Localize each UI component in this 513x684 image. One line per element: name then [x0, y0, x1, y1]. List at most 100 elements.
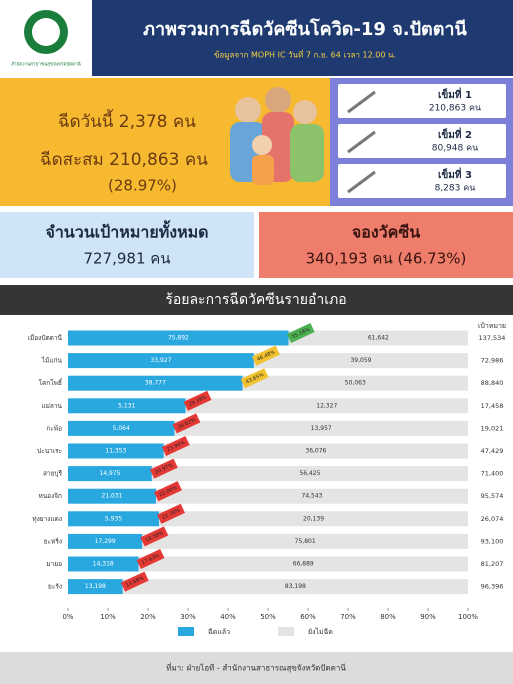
title: ภาพรวมการฉีดวัคซีนโควิด-19 จ.ปัตตานี	[143, 18, 467, 40]
bar-segment	[159, 511, 469, 527]
cumulative-pct: (28.97%)	[108, 177, 177, 195]
legend-swatch	[278, 627, 294, 636]
count-label: 61,642	[368, 335, 389, 342]
count-label: 33,927	[150, 357, 171, 364]
bar-segment	[185, 398, 468, 414]
district-label: โคกโพธิ์	[38, 378, 63, 387]
target-value: 81,207	[481, 560, 504, 568]
count-label: 11,353	[105, 448, 126, 455]
bar-segment	[288, 330, 468, 346]
cumulative-text: ฉีดสะสม 210,863 คน	[40, 150, 208, 170]
x-tick-label: 0%	[62, 613, 73, 621]
count-label: 14,975	[99, 470, 120, 477]
x-tick-label: 80%	[380, 613, 396, 621]
count-label: 13,198	[85, 583, 106, 590]
pct-tag-bg	[161, 435, 190, 457]
footer: ที่มา: ฝ่ายไอที - สำนักงานสาธารณสุขจังหว…	[166, 662, 346, 673]
pct-tag-bg	[136, 548, 165, 570]
bar-segment	[156, 488, 468, 504]
x-tick-label: 20%	[140, 613, 156, 621]
logo-text: สำนักงานสาธารณสุขจังหวัดปัตตานี	[11, 61, 80, 68]
section-bar	[0, 285, 513, 315]
x-tick-label: 90%	[420, 613, 436, 621]
dose-label: เข็มที่ 2	[438, 127, 472, 141]
target-value: 17,458	[481, 402, 504, 410]
count-label: 39,059	[350, 357, 371, 364]
target-box	[0, 212, 254, 278]
count-label: 20,139	[303, 515, 324, 522]
bar-segment	[68, 330, 289, 346]
count-label: 21,031	[102, 493, 123, 500]
bar-segment	[151, 466, 468, 482]
target-value: 95,574	[481, 492, 504, 500]
bar-segment	[142, 533, 468, 549]
district-label: กะพ้อ	[46, 424, 62, 432]
bar-segment	[68, 375, 243, 391]
pct-tag-bg	[172, 413, 201, 434]
district-label: มายอ	[46, 560, 62, 568]
logo-inner	[32, 18, 60, 46]
target-value: 96,396	[481, 583, 504, 591]
pct-tag-bg	[140, 526, 169, 547]
bar-segment	[253, 353, 468, 369]
legend-label: ยังไม่ฉีด	[308, 627, 333, 636]
subtitle: ข้อมูลจาก MOPH IC วันที่ 7 ก.ย. 64 เวลา …	[214, 49, 396, 61]
target-value: 727,981 คน	[83, 250, 170, 268]
people-illustration	[230, 87, 324, 185]
legend-label: ฉีดแล้ว	[208, 628, 230, 636]
target-value: 26,074	[481, 515, 504, 523]
count-label: 38,777	[145, 380, 166, 387]
target-header: เป้าหมาย	[478, 322, 506, 330]
dose-value: 210,863 คน	[429, 104, 481, 114]
district-label: เมืองปัตตานี	[28, 334, 63, 342]
bar-segment	[68, 443, 164, 459]
district-label: ไม้แก่น	[41, 357, 63, 365]
bar-segment	[68, 398, 186, 414]
footer-bg	[0, 652, 513, 684]
x-tick-label: 30%	[180, 613, 196, 621]
bar-segment	[163, 443, 468, 459]
district-label: ยะรัง	[48, 583, 62, 591]
dose-box	[338, 124, 506, 158]
bar-segment	[138, 556, 468, 572]
target-value: 93,100	[481, 537, 504, 545]
bar-segment	[68, 353, 254, 369]
booking-box	[259, 212, 513, 278]
bar-segment	[68, 466, 152, 482]
target-value: 47,429	[481, 447, 504, 455]
pct-tag-bg	[120, 571, 149, 592]
target-value: 88,840	[481, 379, 504, 387]
district-label: ทุ่งยางแดง	[32, 515, 62, 523]
count-label: 74,543	[302, 493, 323, 500]
pct-tag-bg	[286, 322, 315, 344]
dose-box	[338, 84, 506, 118]
district-label: หนองจิก	[38, 492, 62, 500]
target-label: จำนวนเป้าหมายทั้งหมด	[45, 220, 208, 242]
count-label: 83,198	[285, 583, 306, 590]
count-label: 12,327	[316, 402, 337, 409]
bar-segment	[68, 556, 139, 572]
count-label: 75,892	[168, 335, 189, 342]
x-tick-label: 60%	[300, 613, 316, 621]
count-label: 66,889	[293, 561, 314, 568]
pct-tag-bg	[240, 368, 269, 389]
booking-label: จองวัคซีน	[352, 223, 420, 242]
bar-segment	[68, 511, 160, 527]
x-tick-label: 10%	[100, 613, 116, 621]
district-chart: เป้าหมาย 0% 10% 20% 30% 40% 50% 60% 70% 80% 90% 100…	[28, 322, 506, 636]
pct-tag-bg	[157, 503, 185, 524]
section-title: ร้อยละการฉีดวัคซีนรายอำเภอ	[165, 292, 346, 308]
district-label: ปะนาเระ	[37, 447, 62, 455]
bar-segment	[68, 579, 123, 595]
dose-value: 80,948 คน	[432, 144, 479, 154]
count-label: 14,318	[93, 561, 114, 568]
target-value: 137,534	[479, 334, 506, 342]
bar-segment	[174, 420, 469, 436]
pct-tag-bg	[183, 390, 212, 411]
district-label: สายบุรี	[43, 470, 63, 478]
count-label: 5,935	[105, 515, 122, 522]
count-label: 13,957	[311, 425, 332, 432]
count-label: 5,064	[113, 425, 130, 432]
